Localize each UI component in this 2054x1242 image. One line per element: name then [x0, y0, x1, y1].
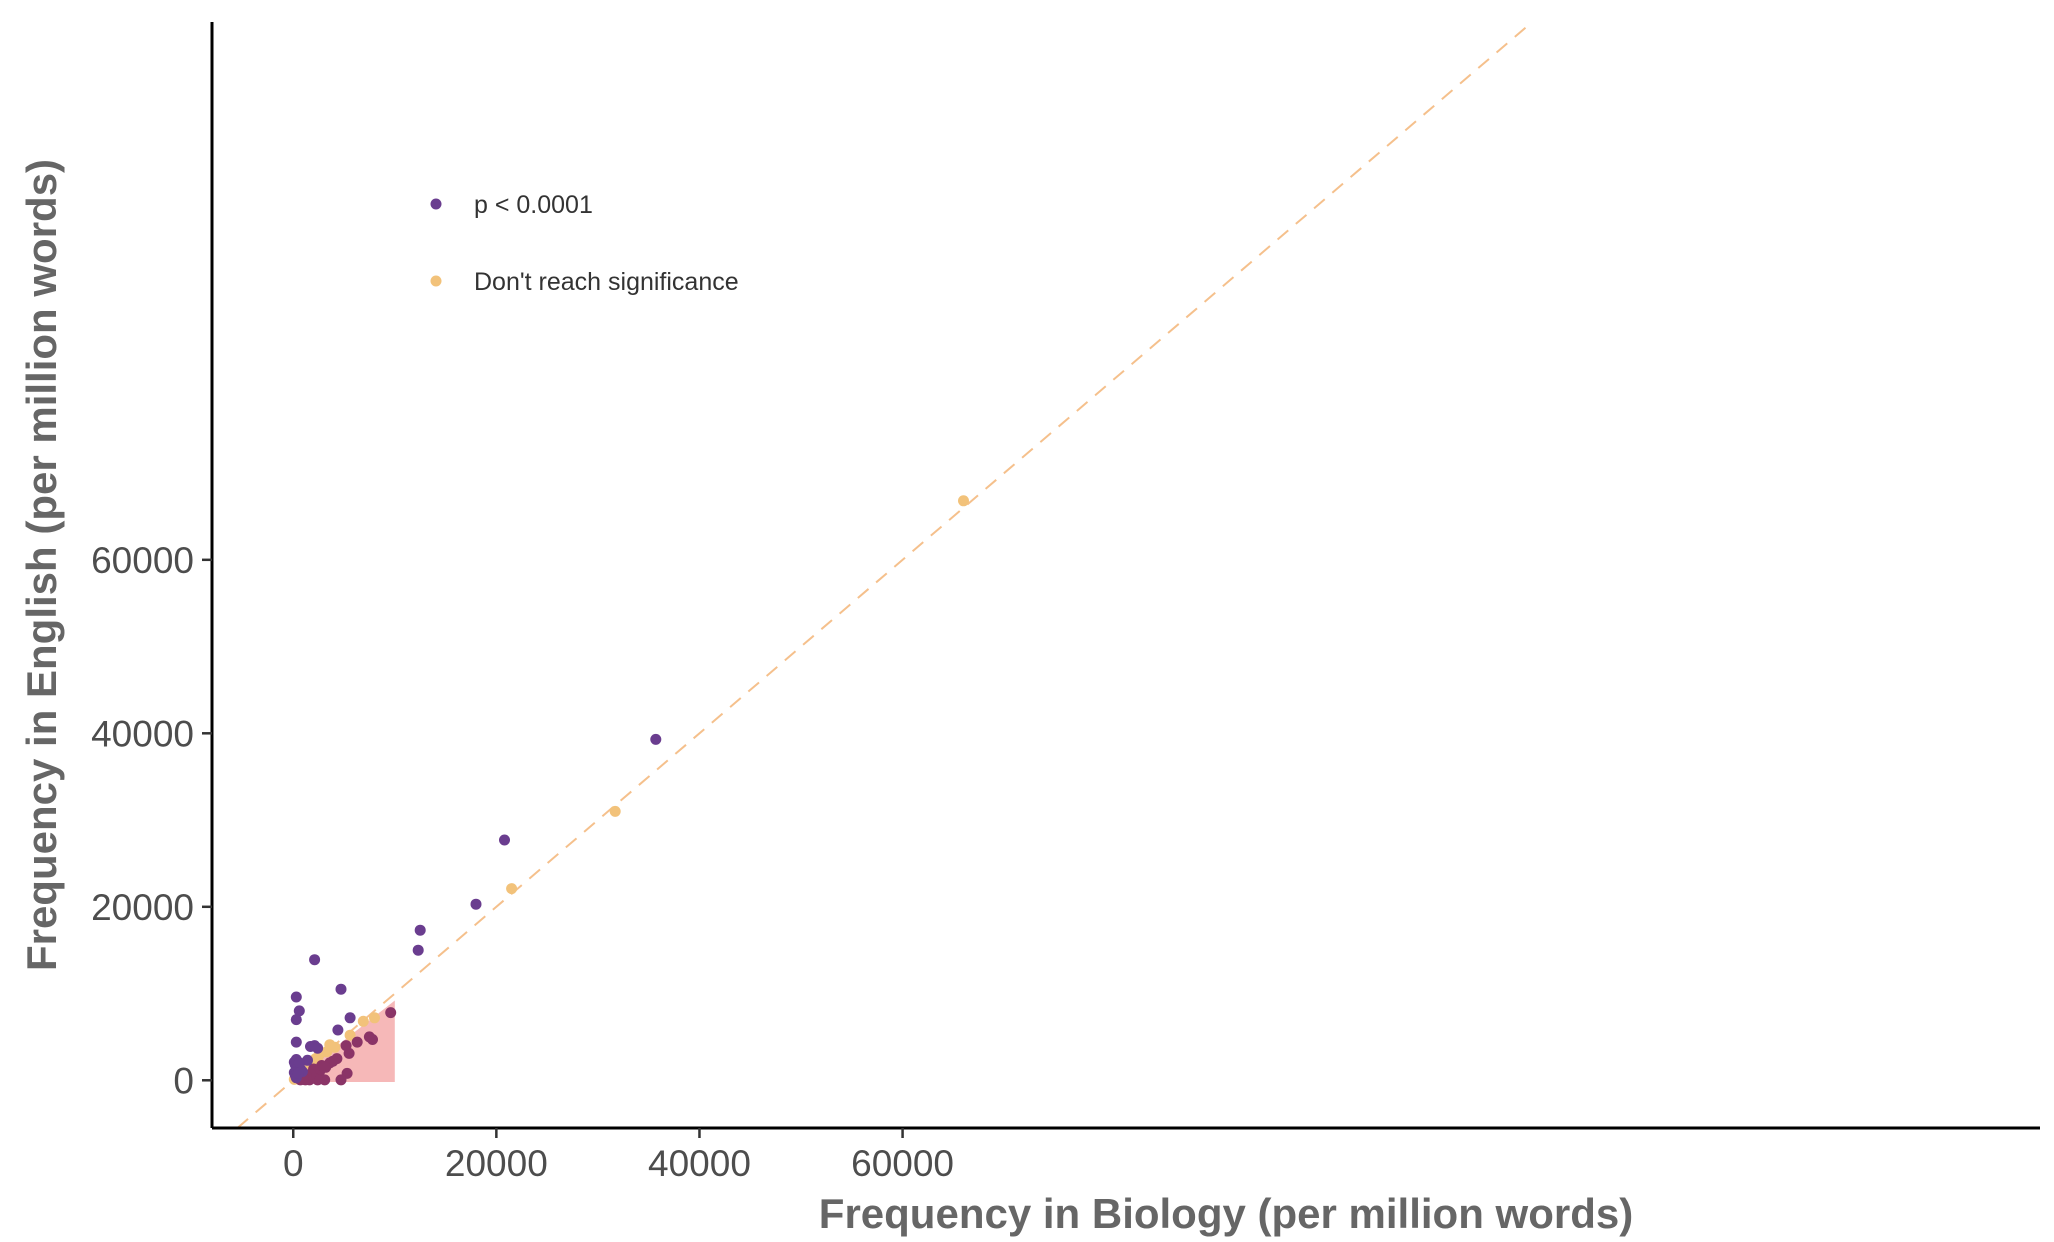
legend-label: p < 0.0001 — [474, 191, 593, 219]
data-point — [335, 983, 347, 995]
data-point — [344, 1029, 356, 1041]
data-point — [332, 1024, 344, 1036]
data-point — [357, 1015, 369, 1027]
y-tick-label: 40000 — [91, 713, 194, 754]
x-tick-label: 40000 — [648, 1143, 751, 1184]
data-point — [369, 1012, 380, 1024]
data-point — [958, 495, 969, 507]
data-point — [312, 1042, 324, 1054]
data-point — [335, 1074, 347, 1086]
identity-reference-line — [236, 21, 1533, 1129]
data-point — [414, 924, 426, 936]
data-point — [290, 1036, 302, 1048]
data-point — [412, 944, 424, 956]
x-tick-label: 20000 — [445, 1143, 548, 1184]
legend-key — [430, 198, 442, 210]
x-tick-label: 60000 — [851, 1143, 954, 1184]
data-point — [650, 733, 662, 745]
data-point — [506, 883, 518, 895]
data-point — [344, 1012, 356, 1024]
data-point — [290, 1014, 302, 1026]
data-point — [385, 1007, 397, 1019]
x-tick-label: 0 — [283, 1143, 304, 1184]
data-point — [293, 1057, 305, 1069]
data-point — [351, 1036, 363, 1048]
y-tick-label: 60000 — [91, 540, 194, 581]
legend-key — [430, 275, 442, 287]
x-axis-title: Frequency in Biology (per million words) — [819, 1190, 1633, 1237]
data-point — [292, 1067, 304, 1079]
data-point — [363, 1031, 375, 1043]
y-tick-label: 20000 — [91, 887, 194, 928]
data-point — [470, 898, 482, 910]
y-axis-title: Frequency in English (per million words) — [18, 159, 65, 971]
y-tick-label: 0 — [173, 1060, 194, 1101]
data-point — [499, 834, 510, 846]
data-point — [293, 1005, 305, 1017]
data-point — [343, 1047, 355, 1059]
data-point — [290, 991, 302, 1003]
data-point — [329, 1041, 341, 1053]
data-point — [309, 954, 321, 966]
data-point — [609, 805, 621, 817]
legend-label: Don't reach significance — [474, 268, 739, 296]
